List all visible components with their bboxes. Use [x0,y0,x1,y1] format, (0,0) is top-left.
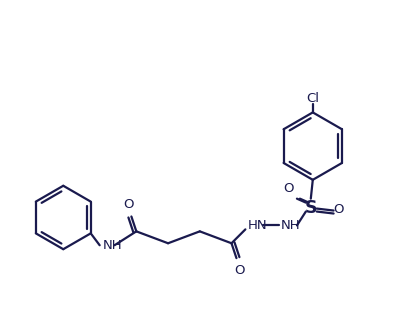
Text: O: O [123,198,134,211]
Text: O: O [284,182,294,195]
Text: O: O [234,264,245,277]
Text: S: S [305,198,317,217]
Text: Cl: Cl [306,92,319,105]
Text: NH: NH [103,239,122,252]
Text: NH: NH [281,219,301,232]
Text: HN: HN [247,219,267,232]
Text: O: O [333,203,344,216]
